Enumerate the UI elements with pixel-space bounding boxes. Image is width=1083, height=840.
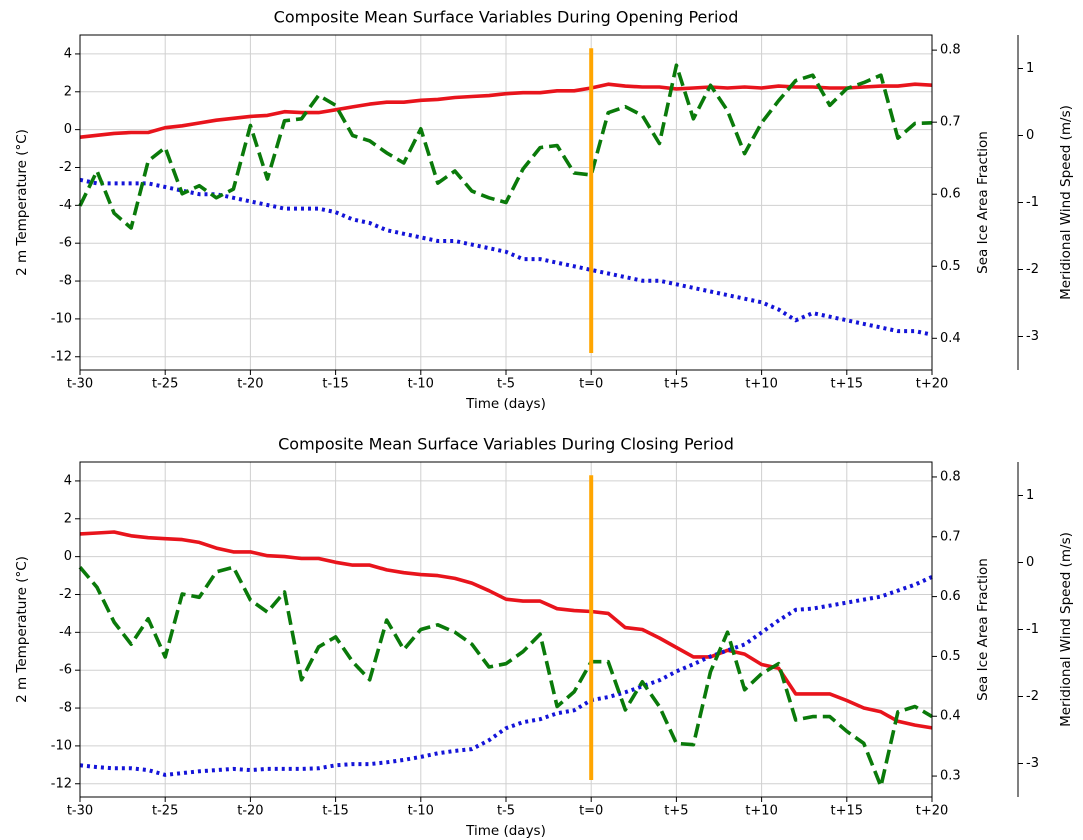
y3-axis-label: Meridional Wind Speed (m/s) [1058,105,1074,300]
line-series [79,177,933,337]
x-tick-label: t-10 [408,377,434,392]
y2-tick-label: 0.4 [940,331,961,346]
x-tick-label: t+10 [745,804,778,819]
x-tick-label: t-25 [152,804,178,819]
y-tick-label: 0 [64,122,72,137]
x-tick-label: t-10 [408,804,434,819]
x-tick-label: t+5 [664,377,688,392]
x-axis-label: Time (days) [465,823,546,839]
x-tick-label: t-30 [67,377,93,392]
y3-tick-label: -1 [1026,622,1039,637]
y3-tick-label: -2 [1026,262,1039,277]
x-tick-label: t=0 [579,377,603,392]
y2-tick-label: 0.5 [940,649,961,664]
x-tick-label: t-5 [497,804,515,819]
y3-tick-label: 1 [1026,488,1034,503]
y2-tick-label: 0.7 [940,115,961,130]
y3-axis-label: Meridional Wind Speed (m/s) [1058,532,1074,727]
line-series [78,565,933,789]
panel: t-30 t-25 t-20 t-15 t-10 t-5 t=0 t+5 t+10 t+15 t+2… [14,8,1074,413]
x-tick-label: t+15 [831,804,864,819]
y2-axis-label: Sea Ice Area Fraction [975,131,991,274]
chart-title: Composite Mean Surface Variables During … [274,8,739,27]
y-tick-label: -2 [59,160,72,175]
x-tick-label: t-15 [322,377,348,392]
y2-tick-label: 0.7 [940,529,961,544]
y3-tick-label: -3 [1026,756,1039,771]
y2-tick-label: 0.8 [940,43,961,58]
x-tick-label: t+20 [916,804,949,819]
y-tick-label: -10 [51,311,72,326]
y2-tick-label: 0.4 [940,709,961,724]
x-tick-label: t-25 [152,377,178,392]
x-tick-label: t+20 [916,377,949,392]
y2-tick-label: 0.6 [940,589,961,604]
y3-tick-label: -2 [1026,689,1039,704]
y2-tick-label: 0.5 [940,259,961,274]
y3-tick-label: 0 [1026,555,1034,570]
y3-tick-label: -1 [1026,195,1039,210]
y3-tick-label: 0 [1026,128,1034,143]
y-tick-label: 4 [64,473,72,488]
y-tick-label: -8 [59,274,72,289]
line-series [79,530,933,730]
x-tick-label: t+10 [745,377,778,392]
y-tick-label: -10 [51,738,72,753]
y3-tick-label: -3 [1026,329,1039,344]
x-tick-label: t-5 [497,377,515,392]
line-series [79,575,933,777]
x-axis-label: Time (days) [465,396,546,412]
y-tick-label: -12 [51,776,72,791]
y-tick-label: 2 [64,511,72,526]
x-tick-label: t+15 [831,377,864,392]
y-axis-label: 2 m Temperature (°C) [14,556,30,703]
y-tick-label: -4 [59,625,72,640]
y-tick-label: -6 [59,236,72,251]
x-tick-label: t-20 [237,377,263,392]
x-tick-label: t-30 [67,804,93,819]
y-tick-label: 4 [64,46,72,61]
plot-frame [79,34,933,371]
x-tick-label: t-15 [322,804,348,819]
y-tick-label: -2 [59,587,72,602]
x-tick-label: t+5 [664,804,688,819]
panel: t-30 t-25 t-20 t-15 t-10 t-5 t=0 t+5 t+10 t+15 t+2… [14,435,1074,840]
y-tick-label: -4 [59,198,72,213]
plot-frame [79,461,933,798]
y-tick-label: -6 [59,663,72,678]
y-tick-label: -12 [51,349,72,364]
x-tick-label: t=0 [579,804,603,819]
y-axis-label: 2 m Temperature (°C) [14,129,30,276]
x-tick-label: t-20 [237,804,263,819]
line-series [78,63,933,230]
y2-tick-label: 0.8 [940,469,961,484]
chart-title: Composite Mean Surface Variables During … [278,435,734,454]
y2-tick-label: 0.3 [940,769,961,784]
y2-axis-label: Sea Ice Area Fraction [975,558,991,701]
y3-tick-label: 1 [1026,61,1034,76]
y2-tick-label: 0.6 [940,187,961,202]
y-tick-label: 0 [64,549,72,564]
y-tick-label: 2 [64,84,72,99]
y-tick-label: -8 [59,701,72,716]
